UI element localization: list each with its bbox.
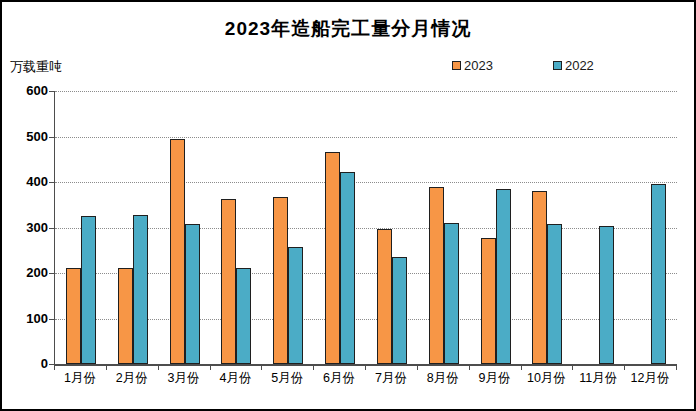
gridline-100 bbox=[55, 319, 677, 320]
x-tick-label-1月份: 1月份 bbox=[54, 370, 106, 387]
y-tick-mark-500 bbox=[49, 137, 54, 138]
bar-2022-9月份 bbox=[496, 189, 511, 364]
bar-2023-4月份 bbox=[221, 199, 236, 364]
bar-2023-2月份 bbox=[118, 268, 133, 364]
bar-2022-7月份 bbox=[392, 257, 407, 364]
x-tick-label-2月份: 2月份 bbox=[106, 370, 158, 387]
x-tick-label-6月份: 6月份 bbox=[313, 370, 365, 387]
legend-label-2023: 2023 bbox=[464, 58, 493, 73]
legend-item-2023: 2023 bbox=[452, 58, 493, 73]
bar-2022-4月份 bbox=[236, 268, 251, 364]
bar-2023-8月份 bbox=[429, 187, 444, 364]
y-tick-label-500: 500 bbox=[2, 129, 48, 144]
x-tick-label-4月份: 4月份 bbox=[210, 370, 262, 387]
y-tick-mark-200 bbox=[49, 273, 54, 274]
x-tick-label-10月份: 10月份 bbox=[521, 370, 573, 387]
bar-2022-12月份 bbox=[651, 184, 666, 364]
y-tick-mark-400 bbox=[49, 182, 54, 183]
x-tick-label-9月份: 9月份 bbox=[469, 370, 521, 387]
y-tick-label-600: 600 bbox=[2, 83, 48, 98]
y-tick-label-200: 200 bbox=[2, 265, 48, 280]
x-tick-label-5月份: 5月份 bbox=[261, 370, 313, 387]
gridline-600 bbox=[55, 91, 677, 92]
gridline-400 bbox=[55, 182, 677, 183]
bar-2022-1月份 bbox=[81, 216, 96, 364]
bar-2022-5月份 bbox=[288, 247, 303, 364]
bar-2023-1月份 bbox=[66, 268, 81, 364]
bar-2022-8月份 bbox=[444, 223, 459, 364]
x-tick-label-8月份: 8月份 bbox=[417, 370, 469, 387]
bar-2023-9月份 bbox=[481, 238, 496, 364]
bar-2022-3月份 bbox=[185, 224, 200, 364]
bar-2023-10月份 bbox=[532, 191, 547, 364]
bar-2022-11月份 bbox=[599, 226, 614, 364]
y-tick-mark-100 bbox=[49, 319, 54, 320]
legend-label-2022: 2022 bbox=[565, 58, 594, 73]
legend: 2023 2022 bbox=[452, 58, 594, 73]
bar-2022-10月份 bbox=[547, 224, 562, 364]
y-tick-label-100: 100 bbox=[2, 311, 48, 326]
x-tick-label-3月份: 3月份 bbox=[158, 370, 210, 387]
x-tick-label-7月份: 7月份 bbox=[365, 370, 417, 387]
bar-2023-6月份 bbox=[325, 152, 340, 364]
legend-swatch-2023 bbox=[452, 61, 461, 70]
bar-2022-2月份 bbox=[133, 215, 148, 364]
y-tick-label-0: 0 bbox=[2, 356, 48, 371]
bar-2022-6月份 bbox=[340, 172, 355, 364]
x-tick-mark-12 bbox=[676, 366, 677, 370]
y-tick-mark-600 bbox=[49, 91, 54, 92]
y-tick-mark-0 bbox=[49, 364, 54, 365]
gridline-200 bbox=[55, 273, 677, 274]
bar-2023-5月份 bbox=[273, 197, 288, 364]
legend-item-2022: 2022 bbox=[553, 58, 594, 73]
x-tick-label-11月份: 11月份 bbox=[572, 370, 624, 387]
y-tick-label-400: 400 bbox=[2, 174, 48, 189]
y-tick-label-300: 300 bbox=[2, 220, 48, 235]
gridline-500 bbox=[55, 137, 677, 138]
plot-area bbox=[54, 91, 677, 366]
bar-2023-3月份 bbox=[170, 139, 185, 364]
chart-canvas: 2023年造船完工量分月情况 万载重吨 2023 2022 0 100 200 300… bbox=[0, 0, 696, 411]
y-axis-unit-label: 万载重吨 bbox=[10, 58, 62, 76]
legend-swatch-2022 bbox=[553, 61, 562, 70]
gridline-300 bbox=[55, 228, 677, 229]
y-tick-mark-300 bbox=[49, 228, 54, 229]
x-tick-label-12月份: 12月份 bbox=[624, 370, 676, 387]
bar-2023-7月份 bbox=[377, 229, 392, 364]
chart-title: 2023年造船完工量分月情况 bbox=[2, 16, 694, 42]
